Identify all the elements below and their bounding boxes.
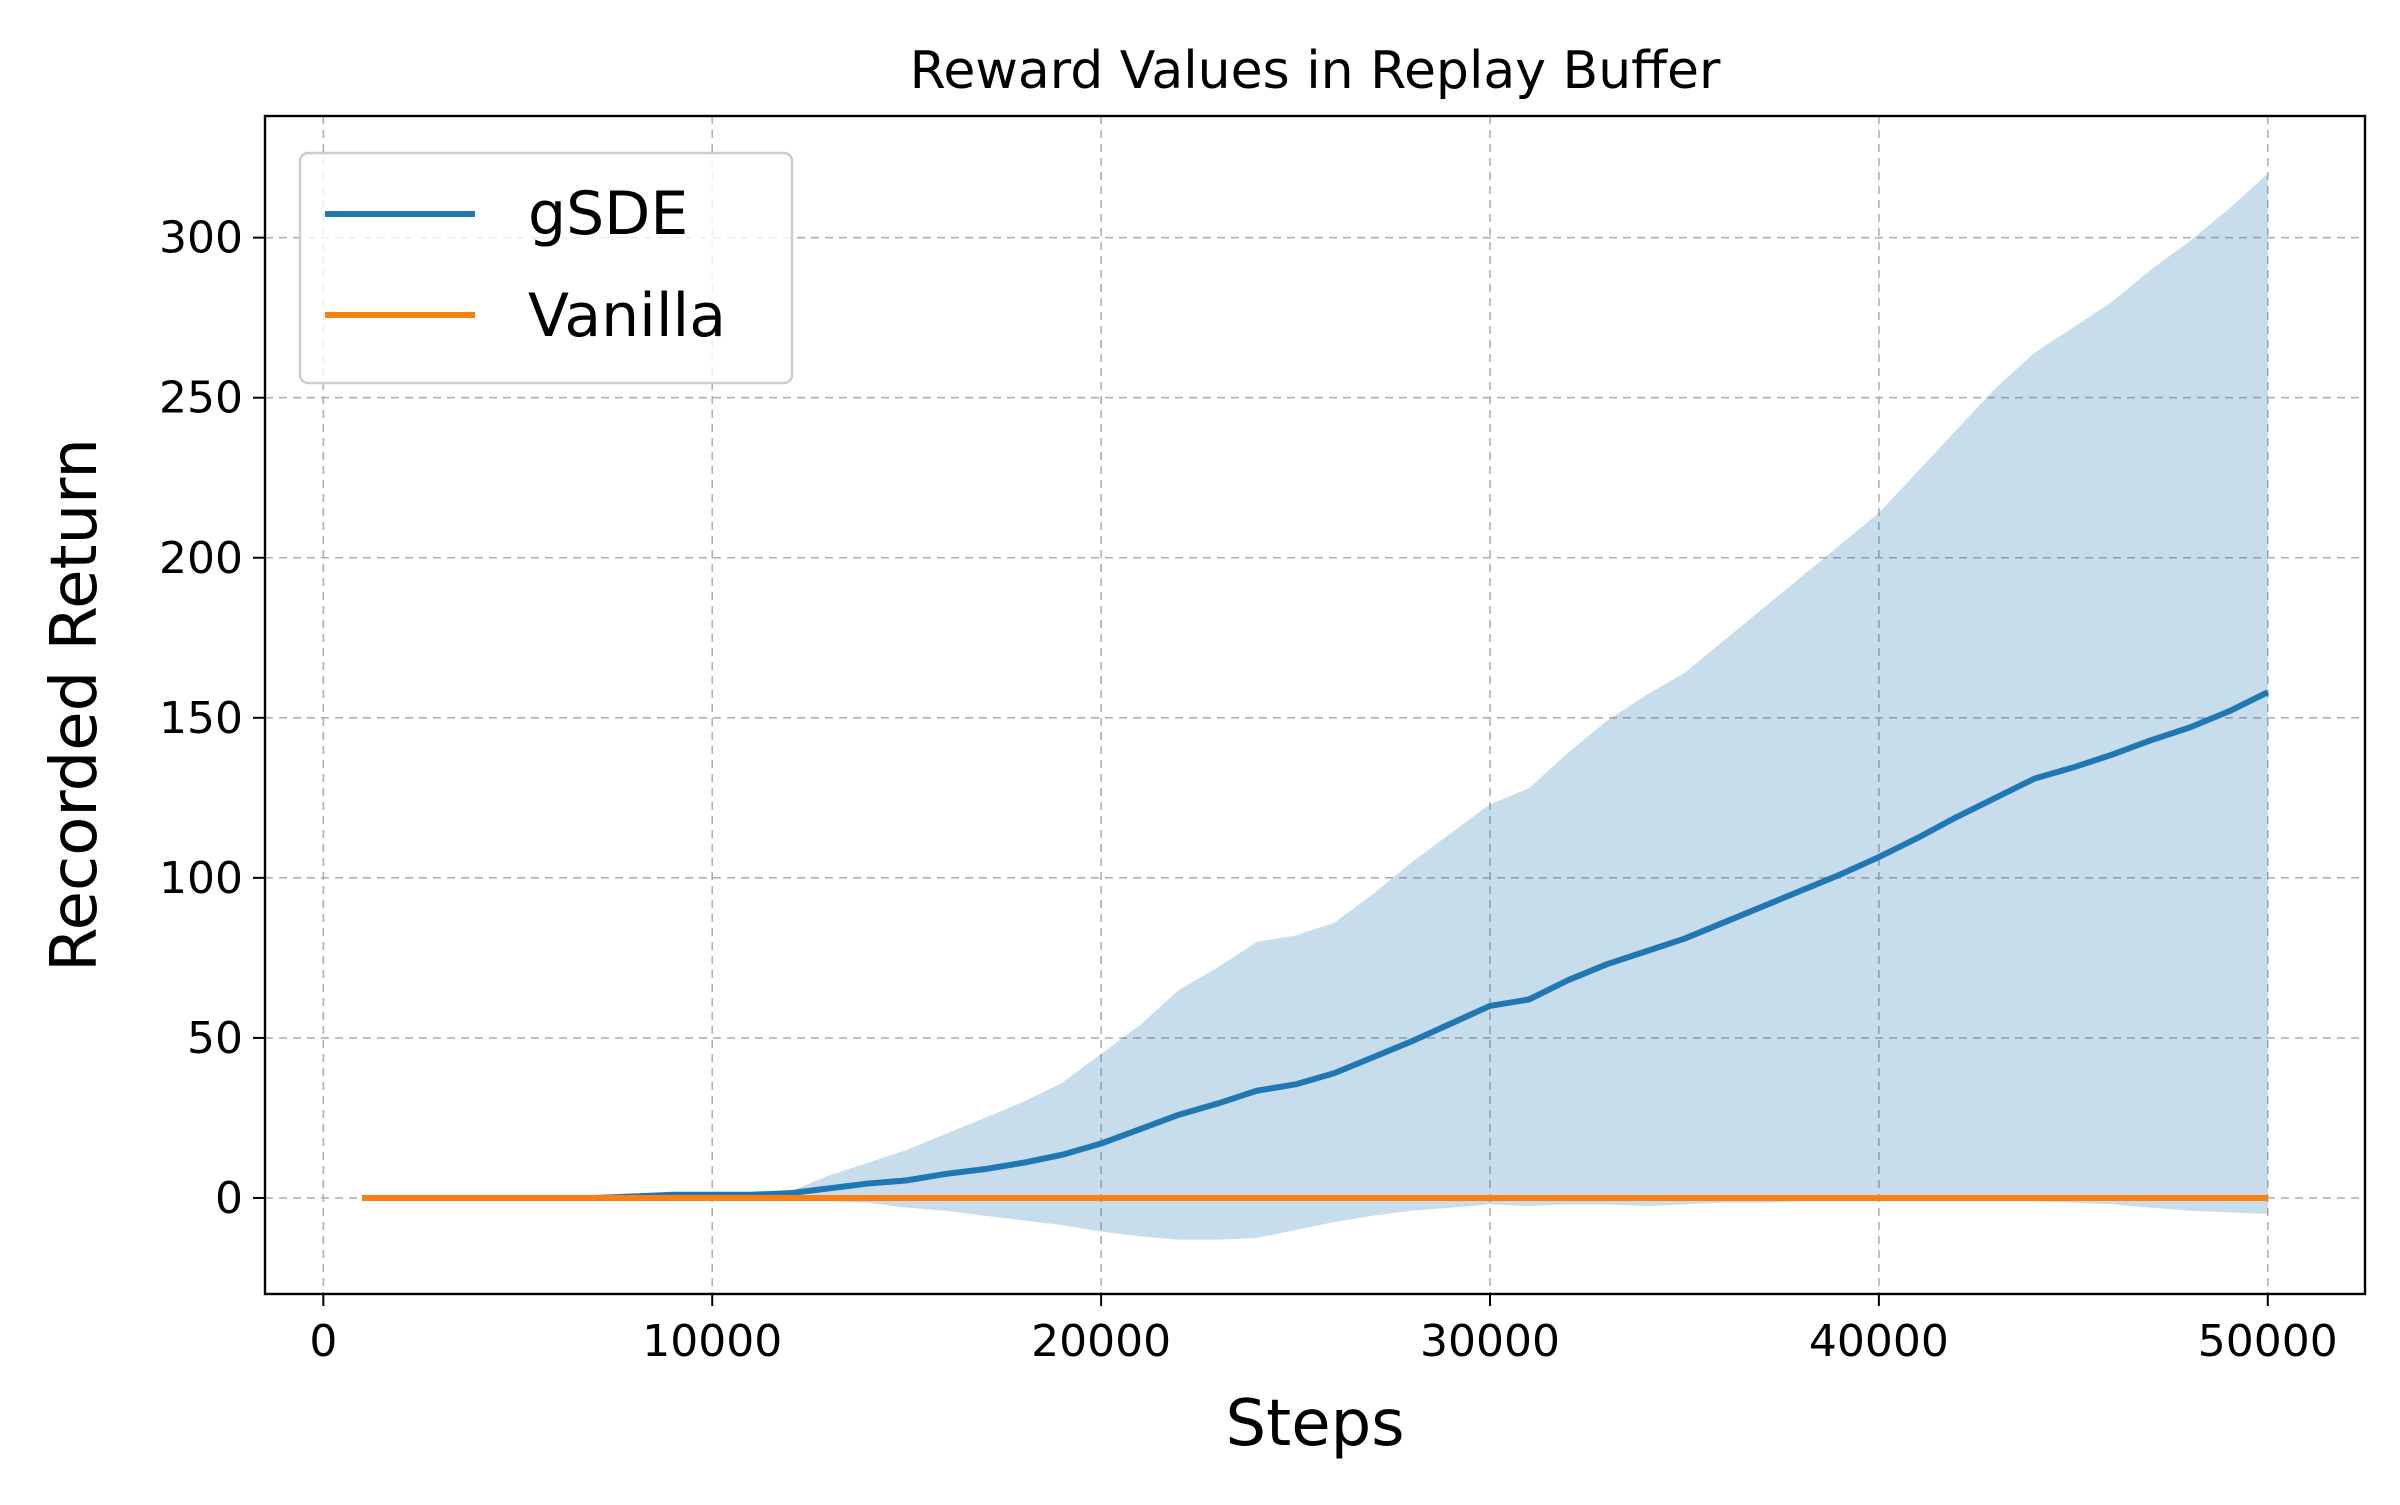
y-axis-title: Recorded Return — [38, 438, 112, 972]
axis-ticks: 0 10000 20000 30000 40000 50000 0 50 100 150 200 25… — [159, 213, 2338, 1367]
legend: gSDE Vanilla — [298, 151, 794, 385]
x-tick-label: 30000 — [1420, 1316, 1560, 1367]
x-tick-label: 50000 — [2198, 1316, 2338, 1367]
y-tick-label: 100 — [159, 853, 243, 904]
y-tick-label: 150 — [159, 693, 243, 744]
legend-label-gsde: gSDE — [528, 179, 688, 249]
plot-frame — [263, 114, 2367, 1296]
legend-label-vanilla: Vanilla — [528, 281, 726, 351]
x-tick-label: 0 — [309, 1316, 337, 1367]
y-tick-label: 200 — [159, 533, 243, 584]
y-tick-label: 250 — [159, 373, 243, 424]
chart-title: Reward Values in Replay Buffer — [910, 41, 1721, 101]
y-tick-label: 0 — [215, 1173, 243, 1224]
x-tick-label: 20000 — [1031, 1316, 1171, 1367]
band-gsde — [362, 173, 2268, 1240]
series-line-gsde — [362, 689, 2270, 1201]
x-tick-label: 10000 — [642, 1316, 782, 1367]
confidence-bands — [362, 173, 2268, 1240]
x-tick-label: 40000 — [1809, 1316, 1949, 1367]
x-axis-title: Steps — [1225, 1387, 1404, 1461]
series-lines — [362, 689, 2270, 1201]
y-tick-label: 50 — [187, 1013, 243, 1064]
y-tick-label: 300 — [159, 213, 243, 264]
legend-box — [298, 151, 794, 385]
